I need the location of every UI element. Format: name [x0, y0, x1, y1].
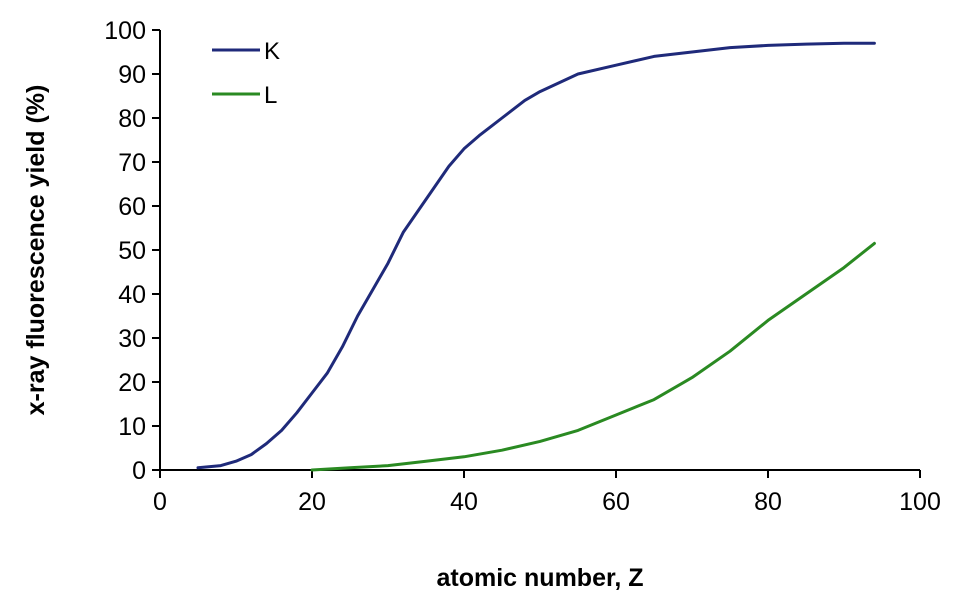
y-tick-label: 40	[118, 281, 146, 309]
x-tick-label: 60	[602, 488, 630, 516]
y-tick-label: 20	[118, 369, 146, 397]
legend-label-k: K	[264, 38, 280, 65]
y-tick-label: 30	[118, 325, 146, 353]
x-tick-label: 40	[450, 488, 478, 516]
series-line-l	[310, 241, 876, 472]
y-tick-label: 100	[104, 17, 146, 45]
y-tick-label: 50	[118, 237, 146, 265]
legend: KL	[212, 38, 280, 109]
y-tick-label: 60	[118, 193, 146, 221]
x-tick-label: 0	[153, 488, 167, 516]
x-ticks: 0 20 40 60 80 100	[153, 470, 941, 516]
x-tick-label: 20	[298, 488, 326, 516]
y-tick-label: 90	[118, 61, 146, 89]
y-tick-label: 80	[118, 105, 146, 133]
y-tick-label: 10	[118, 413, 146, 441]
x-tick-label: 100	[899, 488, 941, 516]
series-line-k	[196, 41, 876, 470]
y-axis-title: x-ray fluorescence yield (%)	[22, 85, 50, 416]
x-tick-label: 80	[754, 488, 782, 516]
legend-label-l: L	[264, 82, 277, 109]
y-tick-label: 70	[118, 149, 146, 177]
y-ticks: 0 10 20 30 40 50 60 70 80 90 100	[104, 17, 160, 485]
x-axis-title: atomic number, Z	[437, 564, 644, 592]
y-tick-label: 0	[132, 457, 146, 485]
series-group	[196, 41, 876, 472]
